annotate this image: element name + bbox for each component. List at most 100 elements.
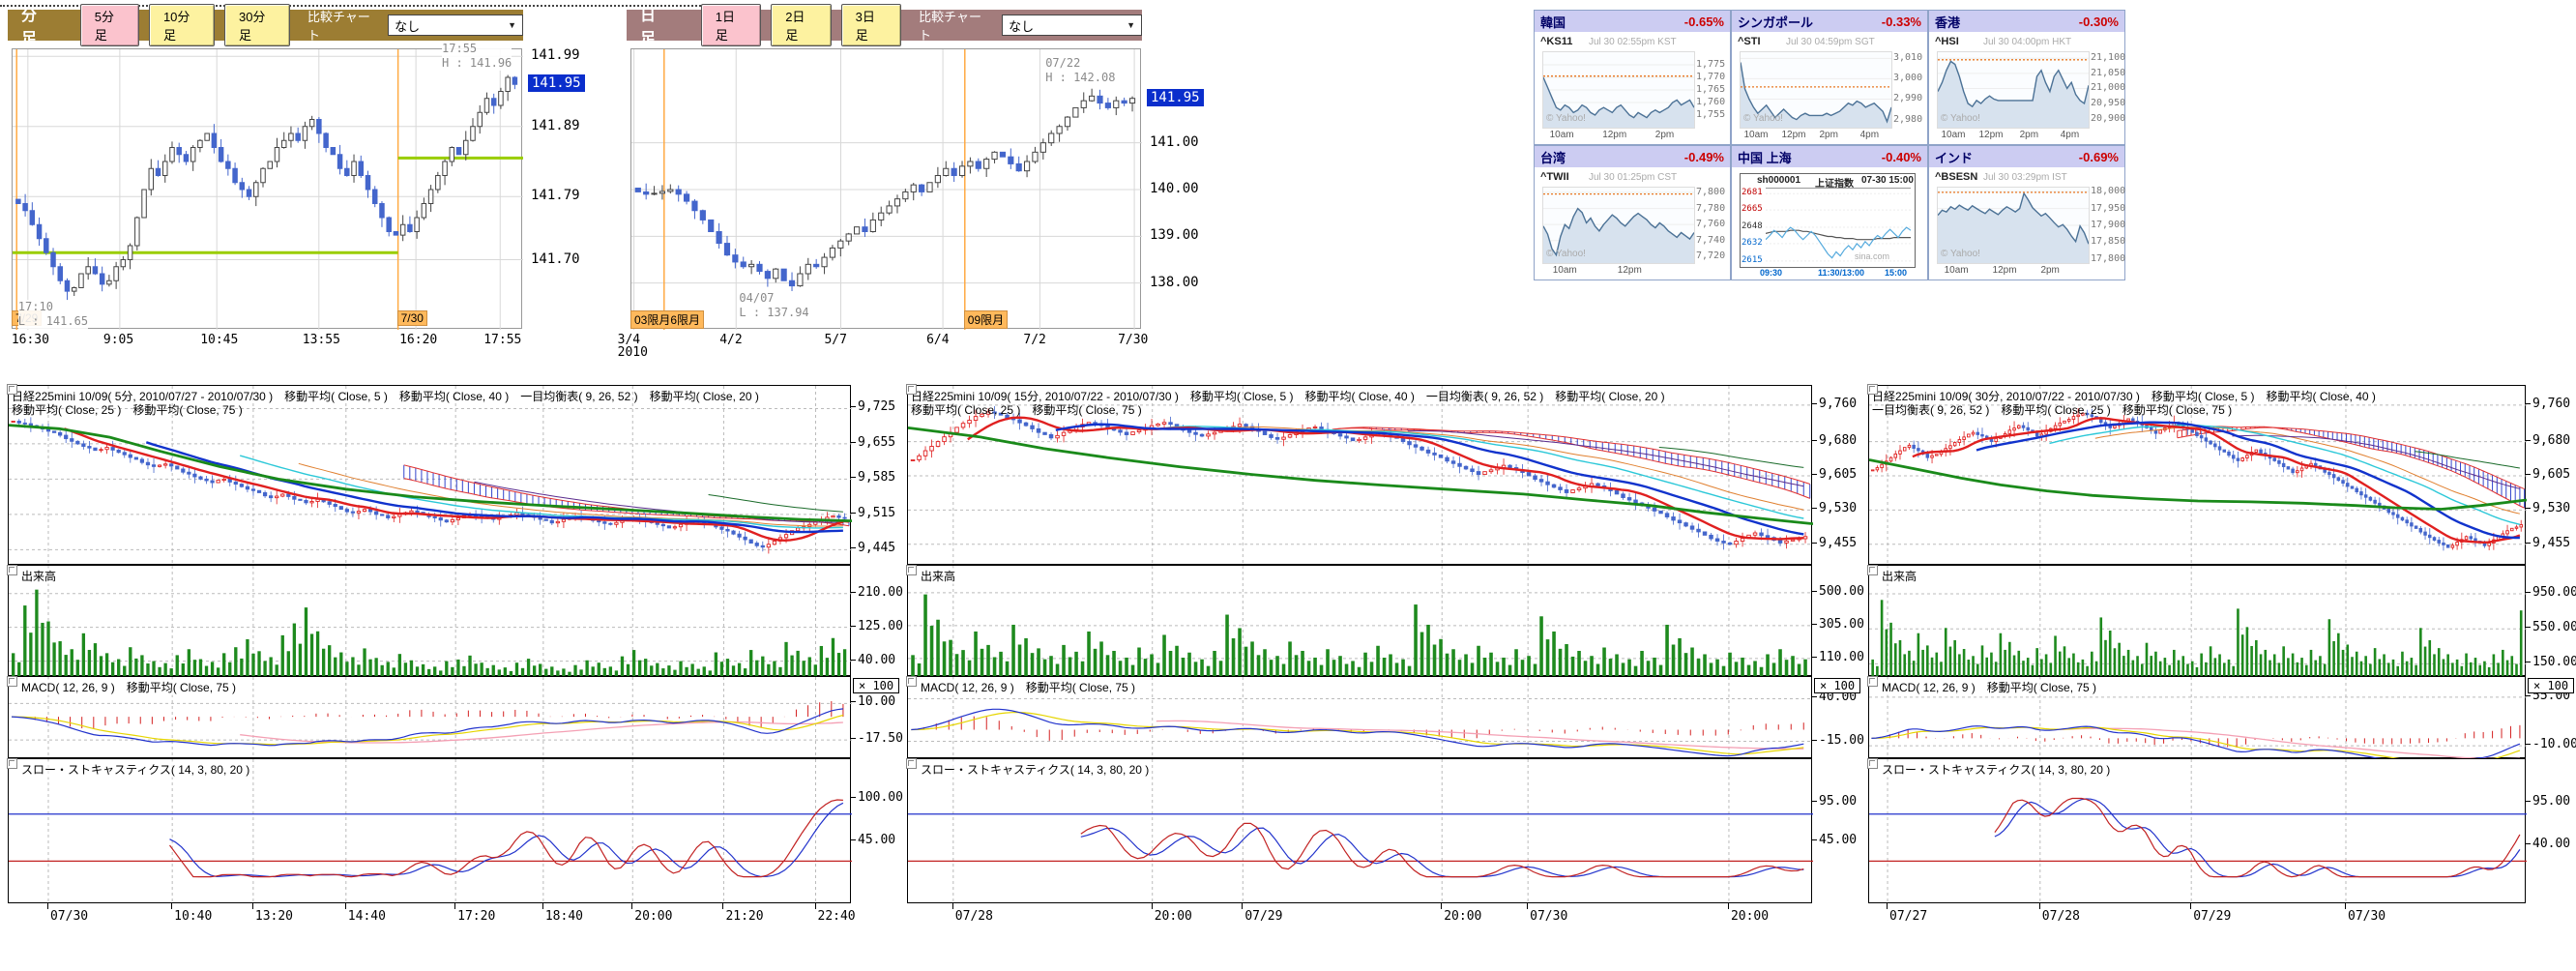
scale-tick-mark bbox=[2526, 474, 2531, 475]
mini-y-tick: 18,000 bbox=[2091, 186, 2126, 197]
scale-tick-mark bbox=[851, 406, 856, 408]
asia-cell-header: 韓国 -0.65% bbox=[1535, 11, 1730, 32]
scale-tick-label: 305.00 bbox=[1819, 616, 1864, 632]
x-axis-tick: 4/2 bbox=[719, 333, 743, 347]
y-axis-tick: 141.99 bbox=[531, 47, 580, 64]
mini-x-tick: 2pm bbox=[2019, 130, 2039, 140]
market-symbol: ^KS11 bbox=[1540, 36, 1573, 47]
scale-tick-mark bbox=[1812, 590, 1817, 592]
pane-price[interactable] bbox=[1868, 385, 2527, 566]
market-name: 韓国 bbox=[1540, 15, 1566, 30]
market-change-pct: -0.33% bbox=[1881, 14, 1921, 29]
x-axis-tick-mark bbox=[1151, 903, 1153, 909]
x-axis-tick: 5/7 bbox=[824, 333, 847, 347]
panel-x-tick: 14:40 bbox=[347, 909, 386, 924]
x-axis-tick: 13:55 bbox=[302, 333, 340, 347]
pane-price[interactable] bbox=[8, 385, 852, 566]
mini-y-tick: 17,900 bbox=[2091, 220, 2126, 230]
scale-tick-mark bbox=[851, 512, 856, 514]
mini-y-tick: 7,780 bbox=[1696, 202, 1726, 214]
x-axis-tick: 16:20 bbox=[399, 333, 438, 347]
x-axis-tick: 6/4 bbox=[926, 333, 950, 347]
pane-stoch[interactable] bbox=[907, 758, 1813, 904]
price-plot[interactable] bbox=[630, 48, 1142, 330]
sina-time: 07-30 15:00 bbox=[1861, 175, 1914, 186]
pane-price[interactable] bbox=[907, 385, 1813, 566]
resize-icon[interactable] bbox=[7, 565, 17, 575]
mini-y-tick: 20,950 bbox=[2091, 98, 2126, 109]
scale-tick-label: -17.50 bbox=[858, 731, 903, 747]
x-axis-tick-mark bbox=[1887, 903, 1888, 909]
y-axis-tick: 138.00 bbox=[1150, 274, 1199, 290]
stoch-pane-canvas bbox=[908, 759, 1813, 904]
period-button-5分足[interactable]: 5分足 bbox=[79, 4, 139, 46]
price-plot-canvas bbox=[631, 49, 1142, 330]
resize-icon[interactable] bbox=[1867, 565, 1878, 575]
mini-chart-plot bbox=[1937, 51, 2090, 129]
x-axis-tick-mark bbox=[1441, 903, 1443, 909]
market-quote-time: Jul 30 04:59pm SGT bbox=[1786, 37, 1875, 47]
scale-tick-label: 9,585 bbox=[858, 470, 896, 486]
pane-stoch[interactable] bbox=[8, 758, 852, 904]
resize-icon[interactable] bbox=[7, 384, 17, 395]
scale-tick-label: 110.00 bbox=[1819, 649, 1864, 664]
pane-stoch[interactable] bbox=[1868, 758, 2527, 904]
scale-tick-label: 9,515 bbox=[858, 505, 896, 520]
resize-icon[interactable] bbox=[906, 565, 917, 575]
x-axis-tick-mark bbox=[814, 903, 816, 909]
resize-icon[interactable] bbox=[1867, 384, 1878, 395]
chart-annotation: 04/07 L : 137.94 bbox=[739, 290, 809, 320]
period-button-2日足[interactable]: 2日足 bbox=[771, 4, 832, 46]
mini-y-tick: 17,800 bbox=[2091, 252, 2126, 264]
x-axis-tick: 3/4 bbox=[617, 333, 641, 347]
panel-x-tick: 20:00 bbox=[634, 909, 673, 924]
panel-x-tick: 07/28 bbox=[954, 909, 993, 924]
panel-subtitle: 移動平均( Close, 25 ) 移動平均( Close, 75 ) bbox=[911, 403, 1142, 417]
market-name: 中国 上海 bbox=[1738, 150, 1792, 165]
period-button-10分足[interactable]: 10分足 bbox=[148, 4, 215, 46]
scale-tick-mark bbox=[851, 839, 856, 841]
scale-tick-mark bbox=[1812, 402, 1817, 404]
sina-canvas bbox=[1766, 192, 1911, 262]
volume-pane-canvas bbox=[1869, 566, 2527, 677]
pane-vol[interactable] bbox=[1868, 565, 2527, 677]
scale-tick-label: 950.00 bbox=[2532, 584, 2576, 600]
resize-icon[interactable] bbox=[906, 384, 917, 395]
period-button-1日足[interactable]: 1日足 bbox=[700, 4, 762, 46]
pane-vol[interactable] bbox=[907, 565, 1813, 677]
volume-pane-canvas bbox=[908, 566, 1813, 677]
mini-y-tick: 1,775 bbox=[1696, 59, 1726, 70]
mini-y-tick: 17,850 bbox=[2091, 236, 2126, 248]
scale-tick-mark bbox=[1812, 739, 1817, 741]
price-plot[interactable] bbox=[12, 48, 523, 330]
macd-pane-canvas bbox=[908, 677, 1813, 759]
asia-cell-header: シンガポール -0.33% bbox=[1732, 11, 1927, 32]
scale-tick-label: 9,605 bbox=[2532, 467, 2571, 482]
pane-vol[interactable] bbox=[8, 565, 852, 677]
scale-tick-mark bbox=[851, 738, 856, 740]
mini-y-tick: 2,990 bbox=[1893, 93, 1923, 104]
resize-icon[interactable] bbox=[906, 758, 917, 769]
sina-y-tick: 2632 bbox=[1742, 237, 1763, 248]
panel-x-tick: 07/27 bbox=[1889, 909, 1928, 924]
resize-icon[interactable] bbox=[7, 676, 17, 687]
scale-tick-mark bbox=[2526, 627, 2531, 629]
asia-cell-3: 台湾 -0.49% ^TWII Jul 30 01:25pm CST © Yahoo! 7… bbox=[1534, 145, 1731, 280]
stochastics-label: スロー・ストキャスティクス( 14, 3, 80, 20 ) bbox=[1882, 761, 2111, 778]
period-button-30分足[interactable]: 30分足 bbox=[223, 4, 290, 46]
current-price-badge: 141.95 bbox=[528, 74, 585, 93]
scale-tick-label: 550.00 bbox=[2532, 620, 2576, 635]
scale-tick-mark bbox=[851, 659, 856, 661]
compare-chart-select[interactable]: なし ▼ bbox=[1002, 15, 1142, 36]
scale-tick-label: -15.00 bbox=[1819, 732, 1864, 748]
period-button-3日足[interactable]: 3日足 bbox=[840, 4, 902, 46]
mini-x-tick: 10am bbox=[1944, 265, 1969, 276]
resize-icon[interactable] bbox=[906, 676, 917, 687]
asia-cell-0: 韓国 -0.65% ^KS11 Jul 30 02:55pm KST © Yahoo! 1… bbox=[1534, 10, 1731, 145]
resize-icon[interactable] bbox=[1867, 758, 1878, 769]
mini-chart-canvas bbox=[1543, 64, 1694, 128]
resize-icon[interactable] bbox=[1867, 676, 1878, 687]
scale-tick-mark bbox=[2526, 843, 2531, 845]
compare-chart-select[interactable]: なし ▼ bbox=[388, 15, 524, 36]
resize-icon[interactable] bbox=[7, 758, 17, 769]
